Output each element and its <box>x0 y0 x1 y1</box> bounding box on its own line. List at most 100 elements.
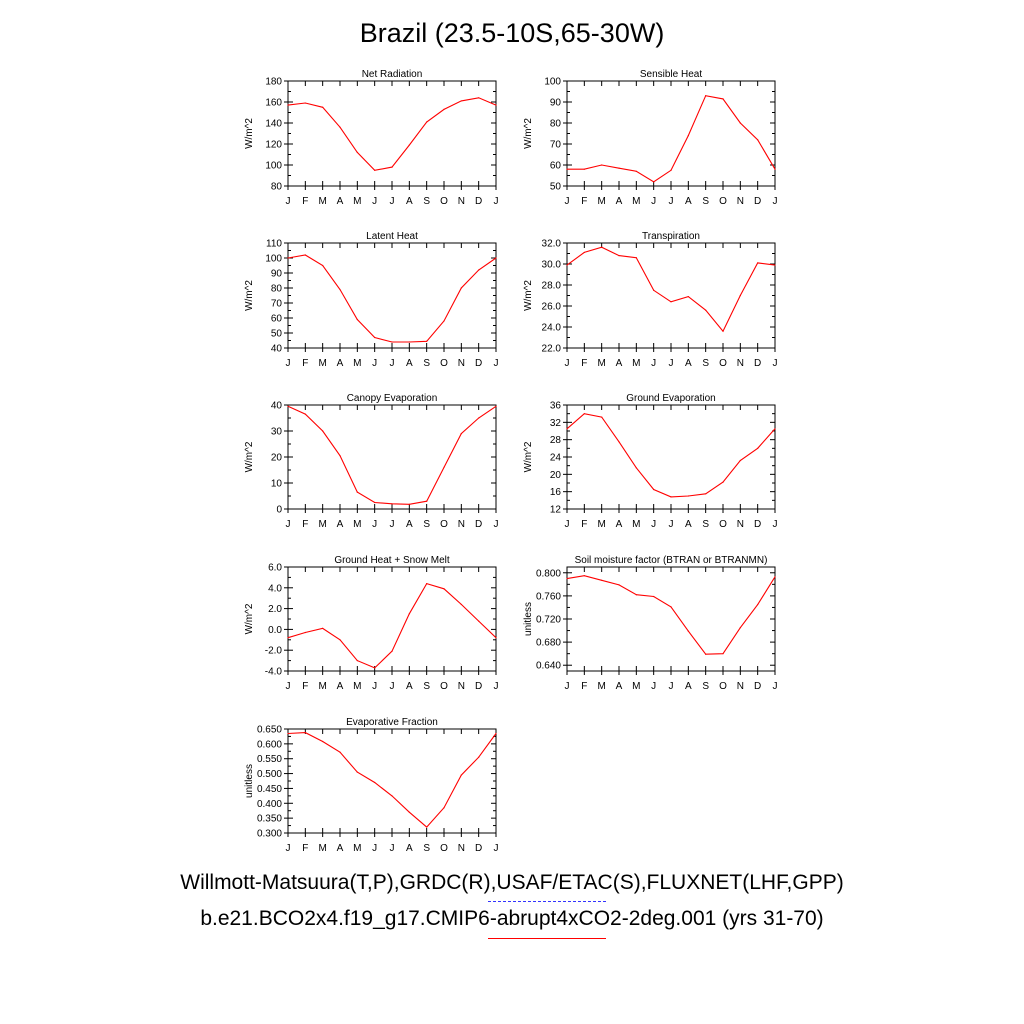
data-point <box>356 660 358 662</box>
data-point <box>322 740 324 743</box>
y-tick-label: 50 <box>271 329 283 340</box>
y-tick-label: 100 <box>265 254 282 265</box>
x-tick-label: O <box>719 196 727 207</box>
x-tick-label: S <box>423 196 430 207</box>
x-tick-label: N <box>737 358 744 369</box>
series-line <box>287 405 497 505</box>
data-point <box>757 139 759 141</box>
x-tick-label: J <box>286 196 291 207</box>
legend-model-swatch <box>488 938 606 939</box>
x-tick-label: A <box>616 196 623 207</box>
x-tick-label: F <box>581 681 587 692</box>
x-tick-label: A <box>337 196 344 207</box>
data-point <box>408 613 410 615</box>
data-point <box>443 588 445 590</box>
x-tick-label: A <box>685 519 692 530</box>
y-tick-label: 4.0 <box>268 583 282 594</box>
data-point <box>408 144 410 146</box>
x-tick-label: M <box>597 519 605 530</box>
x-tick-label: A <box>685 681 692 692</box>
x-tick-label: O <box>440 843 448 854</box>
x-tick-label: J <box>286 519 291 530</box>
data-point <box>478 620 480 622</box>
x-tick-label: D <box>475 681 482 692</box>
x-tick-label: S <box>702 196 709 207</box>
x-tick-label: N <box>737 681 744 692</box>
data-point <box>408 341 410 343</box>
data-point <box>722 653 724 655</box>
data-point <box>618 255 620 257</box>
y-tick-label: 0.720 <box>536 615 561 626</box>
x-tick-label: F <box>302 681 308 692</box>
data-point <box>653 181 655 183</box>
y-tick-label: 0.500 <box>257 769 282 780</box>
y-tick-label: 0.800 <box>536 568 561 579</box>
x-tick-label: A <box>406 843 413 854</box>
data-point <box>670 496 672 498</box>
data-point <box>739 459 741 462</box>
series-line <box>566 575 776 655</box>
panel-title: Sensible Heat <box>640 69 702 80</box>
y-tick-label: 0 <box>276 505 282 516</box>
x-tick-label: O <box>440 358 448 369</box>
data-point <box>339 751 341 753</box>
series-line <box>566 246 776 333</box>
x-tick-label: J <box>494 681 499 692</box>
x-tick-label: M <box>597 681 605 692</box>
y-tick-label: 100 <box>265 161 282 172</box>
y-axis-label: W/m^2 <box>244 118 255 149</box>
panel-title: Canopy Evaporation <box>347 393 438 404</box>
y-tick-label: 26.0 <box>542 302 562 313</box>
x-tick-label: J <box>372 196 377 207</box>
data-point <box>705 309 707 311</box>
y-tick-label: 0.350 <box>257 814 282 825</box>
series-line <box>287 254 497 343</box>
y-tick-label: 120 <box>265 140 282 151</box>
panel-title: Transpiration <box>642 231 700 242</box>
plot-frame <box>287 728 497 834</box>
y-tick-label: 0.680 <box>536 638 561 649</box>
y-axis-label: W/m^2 <box>244 441 255 472</box>
data-point <box>443 466 445 468</box>
data-point <box>739 627 741 629</box>
data-point <box>426 340 428 342</box>
y-tick-label: 36 <box>550 401 562 412</box>
plot-frame <box>287 242 497 349</box>
x-tick-label: J <box>372 681 377 692</box>
data-point <box>304 413 306 415</box>
data-point <box>478 417 480 419</box>
panel-7: Ground Heat + Snow Melt W/m^2 -4.0 -2.0 0.0 2… <box>244 555 499 692</box>
data-point <box>774 428 776 430</box>
data-point <box>322 430 324 432</box>
y-tick-label: -2.0 <box>265 646 283 657</box>
data-point <box>687 295 689 298</box>
x-tick-label: D <box>475 843 482 854</box>
data-point <box>583 168 585 170</box>
plot-frame <box>287 566 497 672</box>
x-tick-label: J <box>669 358 674 369</box>
x-tick-label: J <box>565 358 570 369</box>
x-tick-label: M <box>353 358 361 369</box>
panel-title: Evaporative Fraction <box>346 717 438 728</box>
data-point <box>426 583 428 585</box>
y-axis-label: unitless <box>244 764 255 798</box>
x-tick-label: M <box>597 358 605 369</box>
x-tick-label: M <box>632 196 640 207</box>
x-tick-label: J <box>773 681 778 692</box>
x-tick-label: D <box>754 358 761 369</box>
data-point <box>287 257 289 259</box>
x-tick-label: J <box>390 196 395 207</box>
y-tick-label: 60 <box>271 314 283 325</box>
x-tick-label: O <box>440 681 448 692</box>
data-point <box>774 576 776 578</box>
x-tick-label: J <box>372 843 377 854</box>
x-tick-label: F <box>302 843 308 854</box>
data-point <box>495 104 497 106</box>
data-point <box>322 627 324 629</box>
plot-frame <box>566 566 776 672</box>
y-tick-label: -4.0 <box>265 667 283 678</box>
data-point <box>739 122 741 124</box>
data-point <box>356 771 358 773</box>
data-point <box>705 653 707 655</box>
